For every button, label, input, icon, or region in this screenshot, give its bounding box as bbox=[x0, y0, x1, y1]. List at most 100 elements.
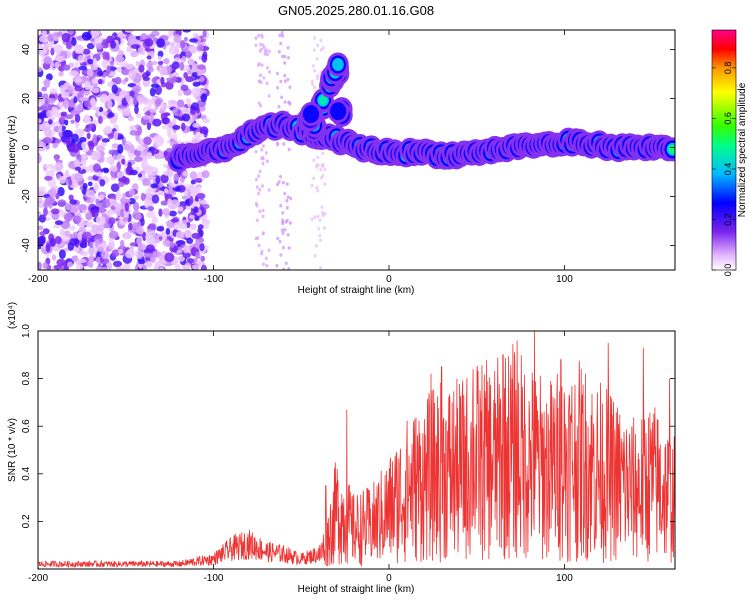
noise-cell bbox=[167, 99, 178, 105]
noise-cell bbox=[164, 188, 169, 194]
noise-cell bbox=[38, 140, 44, 149]
noise-cell bbox=[99, 257, 110, 265]
noise-cell bbox=[276, 182, 280, 187]
noise-cell bbox=[314, 244, 318, 248]
noise-cell bbox=[115, 266, 126, 270]
noise-cell bbox=[89, 37, 96, 42]
noise-cell bbox=[311, 82, 315, 87]
noise-cell bbox=[86, 132, 91, 140]
noise-cell bbox=[319, 38, 323, 43]
noise-cell bbox=[142, 76, 150, 82]
noise-cell bbox=[48, 119, 53, 125]
noise-cell bbox=[53, 264, 62, 270]
noise-cell bbox=[279, 203, 283, 208]
noise-cell bbox=[58, 175, 67, 184]
noise-cell bbox=[319, 48, 323, 52]
noise-cell bbox=[179, 61, 185, 71]
noise-cell bbox=[286, 195, 290, 199]
noise-cell bbox=[52, 143, 58, 149]
noise-cell bbox=[43, 78, 51, 89]
noise-cell bbox=[321, 162, 325, 167]
noise-cell bbox=[189, 171, 198, 180]
noise-cell bbox=[282, 142, 286, 146]
noise-cell bbox=[276, 71, 280, 76]
colorbar-label: Normalized spectral amplitude bbox=[737, 82, 748, 217]
noise-cell bbox=[158, 191, 165, 196]
noise-cell bbox=[181, 55, 187, 63]
noise-cell bbox=[129, 130, 139, 136]
noise-cell bbox=[148, 223, 157, 231]
noise-cell bbox=[265, 66, 269, 70]
noise-cell bbox=[87, 58, 94, 65]
noise-cell bbox=[287, 55, 291, 60]
noise-cell bbox=[45, 196, 56, 205]
y-tick-label: 0.8 bbox=[21, 371, 32, 385]
noise-cell bbox=[153, 264, 159, 270]
noise-cell bbox=[39, 231, 47, 236]
noise-cell bbox=[130, 39, 141, 45]
noise-cell bbox=[126, 166, 132, 173]
noise-cell bbox=[70, 119, 75, 124]
noise-cell bbox=[254, 149, 258, 154]
noise-cell bbox=[281, 180, 285, 185]
noise-cell bbox=[286, 232, 290, 237]
noise-cell bbox=[173, 34, 182, 44]
noise-cell bbox=[275, 141, 279, 146]
noise-cell bbox=[136, 236, 143, 246]
noise-cell bbox=[116, 135, 124, 140]
noise-cell bbox=[158, 208, 163, 217]
noise-cell bbox=[114, 76, 122, 85]
snr-y-ticks: 0.2 0.4 0.6 0.8 1.0 bbox=[21, 324, 675, 528]
noise-cell bbox=[152, 251, 162, 258]
noise-cell bbox=[287, 246, 291, 250]
noise-cell bbox=[166, 167, 174, 178]
noise-cell bbox=[137, 259, 146, 265]
noise-cell bbox=[38, 186, 46, 192]
noise-cell bbox=[132, 96, 138, 106]
noise-cell bbox=[110, 40, 117, 49]
noise-cell bbox=[128, 223, 133, 231]
noise-cell bbox=[129, 169, 138, 176]
noise-cell bbox=[162, 239, 171, 247]
noise-cell bbox=[268, 70, 272, 74]
noise-cell bbox=[193, 206, 199, 213]
noise-cell bbox=[91, 87, 100, 94]
noise-cell bbox=[94, 239, 100, 248]
noise-cell bbox=[257, 174, 261, 178]
noise-cell bbox=[85, 211, 93, 221]
noise-cell bbox=[140, 192, 146, 201]
noise-cell bbox=[91, 78, 99, 85]
noise-cell bbox=[151, 194, 160, 204]
noise-cell bbox=[321, 151, 325, 156]
noise-cell bbox=[281, 245, 285, 250]
noise-cell bbox=[108, 230, 119, 239]
noise-cell bbox=[320, 205, 324, 209]
noise-cell bbox=[315, 57, 319, 61]
noise-cell bbox=[127, 115, 134, 122]
noise-cell bbox=[254, 43, 258, 48]
noise-cell bbox=[129, 144, 135, 154]
noise-cell bbox=[38, 153, 41, 163]
noise-cell bbox=[91, 209, 99, 218]
noise-cell bbox=[56, 31, 63, 37]
noise-cell bbox=[111, 165, 118, 173]
noise-cell bbox=[195, 131, 200, 140]
noise-cell bbox=[280, 30, 284, 35]
noise-cell bbox=[287, 100, 291, 105]
x-tick-label: 100 bbox=[556, 274, 573, 285]
noise-cell bbox=[117, 181, 125, 187]
noise-cell bbox=[261, 262, 265, 267]
noise-cell bbox=[260, 33, 264, 37]
noise-cell bbox=[107, 112, 115, 118]
noise-cell bbox=[119, 239, 125, 250]
ridge-cell bbox=[332, 58, 344, 72]
noise-cell bbox=[318, 218, 322, 222]
noise-cell bbox=[134, 105, 139, 115]
noise-cell bbox=[58, 71, 64, 77]
noise-cell bbox=[38, 225, 44, 231]
noise-cell bbox=[158, 103, 168, 109]
noise-cell bbox=[106, 65, 111, 75]
noise-cell bbox=[260, 147, 264, 152]
noise-cell bbox=[175, 186, 181, 192]
y-tick-label: 0.6 bbox=[21, 419, 32, 433]
